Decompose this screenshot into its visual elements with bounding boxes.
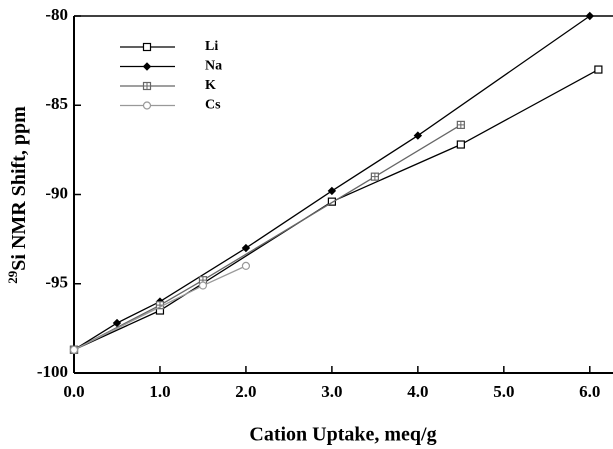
marker (241, 243, 251, 253)
marker (142, 42, 152, 52)
marker (112, 318, 122, 328)
marker (69, 345, 79, 354)
x-tick-label: 3.0 (321, 382, 342, 401)
marker (327, 186, 337, 196)
y-tick-label: -90 (45, 183, 68, 202)
marker (585, 11, 594, 21)
marker (142, 101, 152, 110)
y-axis-title: 29Si NMR Shift, ppm (5, 106, 30, 284)
marker (241, 261, 251, 270)
marker (413, 131, 423, 140)
x-tick-label: 4.0 (407, 382, 428, 401)
x-tick-label: 5.0 (493, 382, 514, 401)
x-tick-label: 0.0 (63, 382, 84, 401)
marker (142, 62, 152, 71)
y-tick-label: -80 (45, 5, 68, 24)
y-tick-label: -95 (45, 273, 68, 292)
y-tick-label: -100 (37, 362, 68, 381)
marker (456, 140, 465, 149)
marker (594, 65, 603, 74)
x-tick-label: 6.0 (579, 382, 600, 401)
y-tick-label: -85 (45, 94, 68, 113)
legend-label: Na (205, 59, 222, 74)
marker (198, 281, 208, 290)
y-axis-title-sup: 29 (5, 270, 20, 284)
x-tick-label: 1.0 (149, 382, 170, 401)
legend-label: Cs (205, 98, 221, 113)
legend-label: K (205, 78, 216, 93)
legend-label: Li (205, 39, 218, 54)
marker (327, 197, 336, 206)
x-axis-title: Cation Uptake, meq/g (249, 424, 436, 446)
y-axis-title-main: Si NMR Shift, ppm (8, 106, 30, 271)
marker-cross (371, 173, 379, 181)
series-line (73, 68, 599, 351)
marker-cross (143, 82, 151, 90)
x-tick-label: 2.0 (235, 382, 256, 401)
marker-cross (457, 121, 465, 129)
